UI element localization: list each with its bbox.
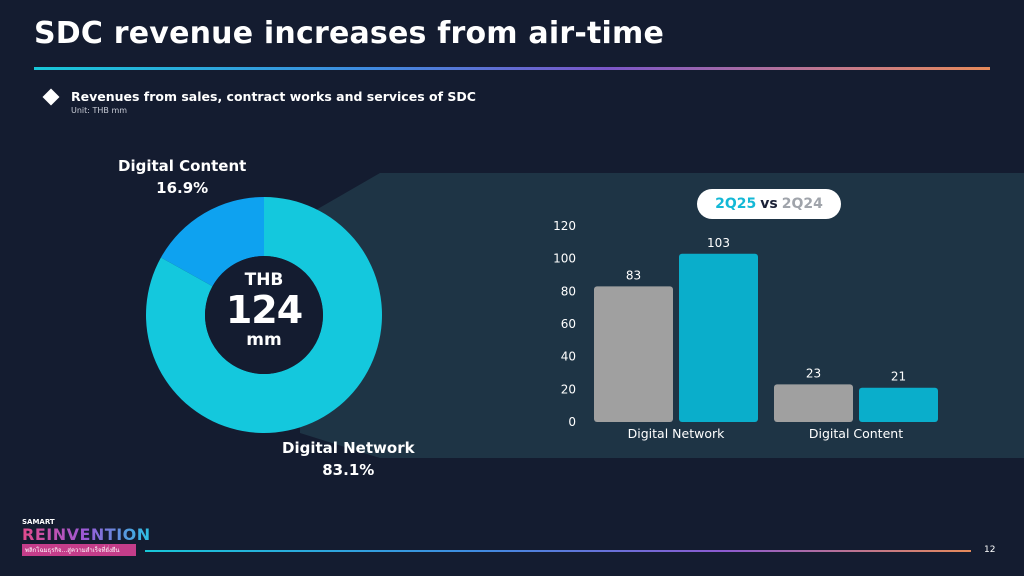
y-tick-label: 120	[553, 219, 576, 233]
center-currency: THB	[244, 270, 284, 290]
center-unit: mm	[246, 330, 282, 350]
y-tick-label: 0	[568, 415, 576, 429]
x-category-label: Digital Network	[628, 426, 725, 441]
bar-data-label: 83	[626, 268, 641, 282]
donut-label-digital-network: Digital Network 83.1%	[282, 437, 415, 481]
logo-tagline: พลิกโฉมธุรกิจ...สู่ความสำเร็จที่ยั่งยืน	[22, 544, 136, 556]
donut-slice-digital-content	[160, 197, 264, 287]
donut-center-total: THB 124 mm	[206, 270, 322, 350]
y-tick-label: 100	[553, 252, 576, 266]
bar-2q25-digital-network	[679, 253, 758, 422]
bar-2q24-digital-content	[774, 384, 853, 422]
bar-2q25-digital-content	[859, 387, 938, 422]
bar-data-label: 23	[806, 366, 821, 380]
brand-logo: SAMART REINVENTION พลิกโฉมธุรกิจ...สู่คว…	[22, 518, 151, 556]
bar-data-label: 103	[707, 236, 730, 250]
logo-main-text: REINVENTION	[22, 525, 151, 544]
segment-percent: 16.9%	[156, 179, 209, 197]
bar-2q24-digital-network	[594, 286, 673, 422]
slide-title: SDC revenue increases from air-time	[34, 16, 664, 51]
bar-chart: 0 20 40 60 80 100 120 83 103 Digital Network 23 21 D…	[553, 219, 938, 441]
footer-divider	[145, 550, 971, 552]
legend-current: 2Q25	[715, 196, 757, 212]
segment-percent: 83.1%	[322, 461, 375, 479]
y-tick-label: 20	[561, 382, 576, 396]
y-tick-label: 60	[561, 317, 576, 331]
donut-hole	[205, 256, 323, 374]
segment-name: Digital Network	[282, 439, 415, 457]
y-tick-label: 40	[561, 350, 576, 364]
legend-previous: 2Q24	[781, 196, 823, 212]
donut-label-digital-content: Digital Content 16.9%	[118, 155, 246, 199]
donut-slice-digital-network	[145, 197, 382, 434]
logo-top-text: SAMART	[22, 518, 55, 526]
bar-data-label: 21	[891, 370, 906, 384]
unit-label: Unit: THB mm	[71, 106, 128, 115]
title-divider	[34, 67, 990, 70]
center-value: 124	[225, 288, 303, 332]
period-legend-pill: 2Q25 vs 2Q24	[697, 189, 841, 219]
segment-name: Digital Content	[118, 157, 247, 175]
page-number: 12	[984, 545, 996, 555]
legend-vs: vs	[760, 196, 778, 212]
chart-subtitle: Revenues from sales, contract works and …	[71, 89, 476, 104]
x-category-label: Digital Content	[809, 426, 903, 441]
y-tick-label: 80	[561, 284, 576, 298]
